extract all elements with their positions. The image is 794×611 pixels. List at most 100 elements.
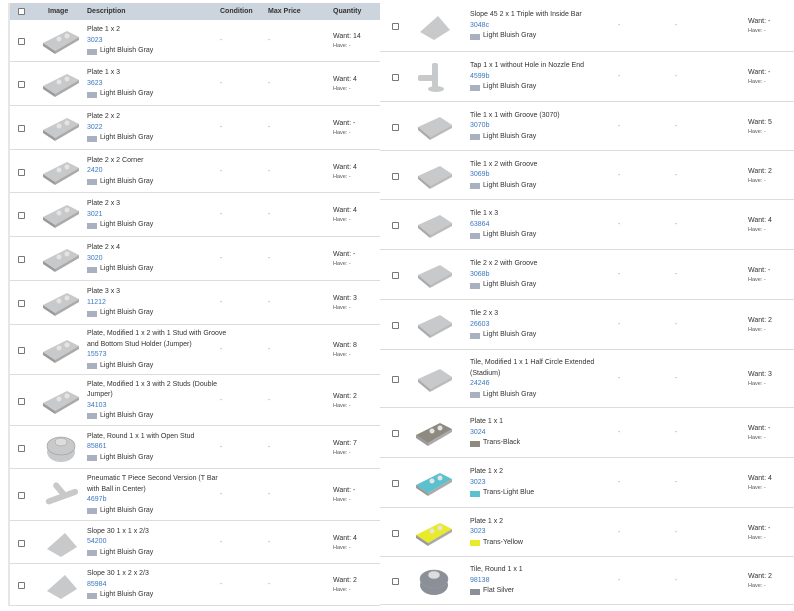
condition-value[interactable]: - bbox=[220, 396, 223, 404]
have-quantity[interactable]: Have: - bbox=[333, 217, 351, 223]
item-number-link[interactable]: 3023 bbox=[470, 478, 486, 486]
item-number-link[interactable]: 85861 bbox=[87, 443, 107, 451]
row-checkbox[interactable] bbox=[18, 397, 25, 405]
condition-value[interactable]: - bbox=[220, 124, 223, 131]
max-price-value[interactable]: - bbox=[268, 124, 271, 131]
row-checkbox[interactable] bbox=[392, 430, 399, 437]
row-checkbox[interactable] bbox=[18, 300, 25, 307]
item-number-link[interactable]: 24246 bbox=[470, 380, 490, 387]
want-quantity[interactable]: Want: 4 bbox=[748, 217, 772, 224]
condition-value[interactable]: - bbox=[618, 429, 621, 436]
have-quantity[interactable]: Have: - bbox=[748, 277, 766, 283]
item-number-link[interactable]: 3021 bbox=[87, 210, 103, 218]
slope-icon[interactable] bbox=[37, 567, 85, 603]
plate-2x3-icon[interactable] bbox=[37, 197, 85, 233]
condition-value[interactable]: - bbox=[220, 443, 223, 451]
want-quantity[interactable]: Want: 2 bbox=[748, 317, 772, 324]
want-quantity[interactable]: Want: - bbox=[748, 18, 771, 25]
have-quantity[interactable]: Have: - bbox=[333, 43, 351, 49]
tile-1x2-icon[interactable] bbox=[410, 158, 458, 194]
tile-1x1-icon[interactable] bbox=[410, 109, 458, 145]
tile-1x3-icon[interactable] bbox=[410, 207, 458, 243]
want-quantity[interactable]: Want: 2 bbox=[333, 577, 357, 584]
condition-value[interactable]: - bbox=[220, 491, 223, 498]
condition-value[interactable]: - bbox=[618, 375, 621, 382]
max-price-value[interactable]: - bbox=[675, 429, 678, 436]
item-number-link[interactable]: 3022 bbox=[87, 123, 103, 131]
condition-value[interactable]: - bbox=[220, 37, 223, 44]
want-quantity[interactable]: Want: - bbox=[748, 425, 771, 432]
max-price-value[interactable]: - bbox=[675, 577, 678, 584]
tile-2x2-icon[interactable] bbox=[410, 257, 458, 293]
t-piece-icon[interactable] bbox=[37, 477, 85, 513]
half-circle-tile-icon[interactable] bbox=[410, 361, 458, 397]
plate-2x2-icon[interactable] bbox=[37, 110, 85, 146]
row-checkbox[interactable] bbox=[18, 347, 25, 354]
have-quantity[interactable]: Have: - bbox=[748, 128, 766, 135]
have-quantity[interactable]: Have: - bbox=[333, 305, 351, 311]
item-number-link[interactable]: 85984 bbox=[87, 580, 107, 588]
max-price-value[interactable]: - bbox=[268, 346, 271, 353]
plate-2x4-icon[interactable] bbox=[37, 241, 85, 277]
item-number-link[interactable]: 4599b bbox=[470, 72, 490, 80]
row-checkbox[interactable] bbox=[392, 222, 399, 229]
condition-value[interactable]: - bbox=[220, 80, 223, 87]
condition-value[interactable]: - bbox=[618, 221, 621, 228]
row-checkbox[interactable] bbox=[392, 480, 399, 487]
condition-value[interactable]: - bbox=[618, 479, 621, 486]
have-quantity[interactable]: Have: - bbox=[748, 435, 766, 441]
row-checkbox[interactable] bbox=[18, 256, 25, 263]
condition-value[interactable]: - bbox=[220, 346, 223, 353]
max-price-value[interactable]: - bbox=[268, 538, 271, 546]
tap-icon[interactable] bbox=[410, 59, 458, 95]
max-price-value[interactable]: - bbox=[675, 528, 678, 536]
have-quantity[interactable]: Have: - bbox=[748, 79, 766, 85]
row-checkbox[interactable] bbox=[392, 578, 399, 585]
want-quantity[interactable]: Want: - bbox=[748, 69, 771, 76]
plate-1x2-icon[interactable] bbox=[410, 465, 458, 501]
condition-value[interactable]: - bbox=[618, 171, 621, 179]
want-quantity[interactable]: Want: - bbox=[748, 524, 771, 532]
have-quantity[interactable]: Have: - bbox=[333, 130, 351, 136]
max-price-value[interactable]: - bbox=[675, 73, 678, 80]
max-price-value[interactable]: - bbox=[268, 211, 271, 218]
item-number-link[interactable]: 3023 bbox=[470, 528, 486, 536]
condition-value[interactable]: - bbox=[220, 581, 223, 588]
have-quantity[interactable]: Have: - bbox=[333, 352, 351, 358]
slope-icon[interactable] bbox=[37, 525, 85, 561]
row-checkbox[interactable] bbox=[18, 38, 25, 45]
condition-value[interactable]: - bbox=[220, 299, 223, 306]
want-quantity[interactable]: Want: 4 bbox=[333, 76, 357, 83]
have-quantity[interactable]: Have: - bbox=[748, 381, 766, 387]
max-price-value[interactable]: - bbox=[268, 255, 271, 262]
row-checkbox[interactable] bbox=[18, 168, 25, 176]
want-quantity[interactable]: Want: 4 bbox=[333, 163, 357, 171]
have-quantity[interactable]: Have: - bbox=[748, 28, 766, 34]
condition-value[interactable]: - bbox=[618, 577, 621, 584]
double-jumper-icon[interactable] bbox=[37, 383, 85, 419]
want-quantity[interactable]: Want: 2 bbox=[333, 392, 357, 400]
want-quantity[interactable]: Want: 5 bbox=[748, 118, 772, 126]
want-quantity[interactable]: Want: 3 bbox=[333, 295, 357, 302]
round-tile-icon[interactable] bbox=[410, 563, 458, 599]
want-quantity[interactable]: Want: 7 bbox=[333, 439, 357, 447]
max-price-value[interactable]: - bbox=[268, 581, 271, 588]
row-checkbox[interactable] bbox=[18, 212, 25, 219]
header-description[interactable]: Description bbox=[87, 8, 126, 15]
max-price-value[interactable]: - bbox=[268, 299, 271, 306]
item-number-link[interactable]: 2420 bbox=[87, 167, 103, 175]
max-price-value[interactable]: - bbox=[675, 321, 678, 328]
max-price-value[interactable]: - bbox=[675, 375, 678, 382]
max-price-value[interactable]: - bbox=[268, 80, 271, 87]
header-condition[interactable]: Condition bbox=[220, 8, 253, 15]
item-number-link[interactable]: 3623 bbox=[87, 79, 103, 87]
max-price-value[interactable]: - bbox=[675, 122, 678, 130]
max-price-value[interactable]: - bbox=[675, 22, 678, 29]
row-checkbox[interactable] bbox=[392, 322, 399, 329]
want-quantity[interactable]: Want: 3 bbox=[748, 371, 772, 378]
have-quantity[interactable]: Have: - bbox=[748, 177, 766, 184]
want-quantity[interactable]: Want: - bbox=[333, 120, 356, 127]
max-price-value[interactable]: - bbox=[268, 37, 271, 44]
header-quantity[interactable]: Quantity bbox=[333, 8, 362, 15]
item-number-link[interactable]: 3070b bbox=[470, 122, 490, 130]
